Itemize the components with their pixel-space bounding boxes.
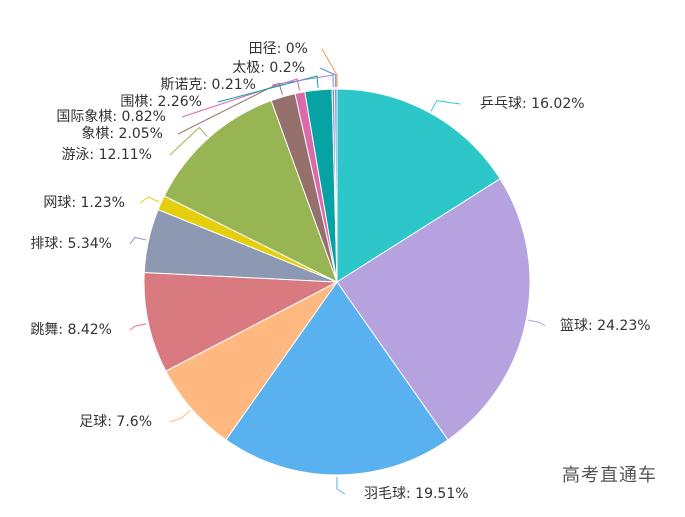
pie-slice-0[interactable] — [336, 88, 501, 283]
label-line-9 — [181, 78, 300, 118]
label-line-10 — [217, 75, 319, 103]
label-line-7 — [169, 126, 208, 156]
label-line-3 — [169, 410, 191, 423]
slice-label-8: 象棋: 2.05% — [81, 126, 163, 142]
label-line-6 — [139, 196, 160, 204]
slice-label-11: 斯诺克: 0.21% — [160, 77, 256, 93]
label-line-11 — [271, 74, 334, 88]
slice-label-10: 围棋: 2.26% — [120, 94, 202, 110]
slice-label-0: 乒乓球: 16.02% — [480, 96, 585, 112]
label-line-4 — [129, 323, 147, 331]
label-line-8 — [177, 82, 283, 135]
label-line-13 — [321, 48, 338, 87]
label-line-1 — [528, 319, 546, 327]
slice-label-12: 太极: 0.2% — [232, 60, 305, 76]
watermark: 高考直通车 — [562, 465, 657, 486]
pie-slice-4[interactable] — [143, 272, 339, 372]
pie-slice-2[interactable] — [225, 281, 449, 476]
label-line-0 — [430, 100, 461, 112]
slice-label-5: 排球: 5.34% — [30, 236, 112, 252]
label-line-2 — [336, 476, 346, 495]
slice-label-13: 田径: 0% — [249, 41, 308, 57]
slice-label-2: 羽毛球: 19.51% — [364, 486, 469, 502]
slice-label-9: 国际象棋: 0.82% — [56, 109, 166, 125]
pie-slice-1[interactable] — [336, 178, 531, 441]
pie-slice-7[interactable] — [163, 99, 338, 284]
label-line-5 — [129, 236, 147, 245]
pie-slice-12[interactable] — [334, 88, 338, 283]
slice-label-1: 篮球: 24.23% — [560, 318, 651, 334]
slice-label-7: 游泳: 12.11% — [61, 147, 152, 163]
slice-label-3: 足球: 7.6% — [79, 414, 152, 430]
label-line-12 — [319, 67, 337, 88]
slice-label-6: 网球: 1.23% — [43, 195, 125, 211]
slice-label-4: 跳舞: 8.42% — [30, 322, 112, 338]
